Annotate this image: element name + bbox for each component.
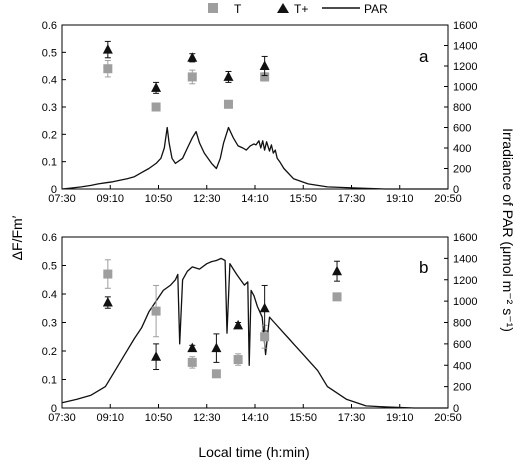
panel-a-y-right-tick-label: 800 [453,102,471,114]
panel-a-tplus-point [223,71,234,81]
panel-b-x-tick-label: 07:30 [48,412,76,424]
panel-b-t-point [151,306,161,316]
panel-a-x-tick-label: 17:30 [338,193,366,205]
panel-b-x-tick-label: 09:10 [96,412,124,424]
panel-b-y-right-tick-label: 200 [453,382,471,394]
panel-b-y-left-tick-label: 0.2 [42,346,57,358]
panel-a-y-right-tick-label: 0 [453,184,459,196]
panel-b-par-line [61,257,448,409]
panel-a-t-point [187,72,197,82]
panel-b-y-right-tick-label: 400 [453,360,471,372]
panel-b-t-point [233,355,243,365]
panel-a-x-tick-label: 20:50 [434,193,462,205]
panel-b-x-tick-label: 17:30 [338,412,366,424]
panel-a-tplus-point [259,60,270,70]
panel-b-y-right-tick-label: 1000 [453,296,477,308]
legend-t-marker [208,3,218,13]
panel-b-x-tick-label: 19:10 [386,412,414,424]
panel-a-y-right-tick-label: 600 [453,123,471,135]
panel-a-t-point [103,64,113,74]
panel-b-tplus-point [259,302,270,313]
panel-a-y-right-tick-label: 200 [453,164,471,176]
panel-a-x-tick-label: 09:10 [96,193,124,205]
panel-a-letter: a [419,47,429,66]
panel-a-tplus-point [187,52,198,62]
legend-par-label: PAR [364,2,388,16]
y-right-axis-title: Irradiance of PAR (μmol m⁻² s⁻¹) [500,128,516,332]
panel-a-y-right-tick-label: 1400 [453,41,477,53]
panel-a-x-tick-label: 10:50 [145,193,173,205]
legend-t-label: T [234,2,242,16]
y-left-axis-title: ΔF/Fm′ [9,215,25,260]
panel-b-y-right-tick-label: 600 [453,339,471,351]
panel-b-x-tick-label: 15:50 [289,412,317,424]
panel-b-letter: b [419,258,428,277]
panel-a-x-tick-label: 07:30 [48,193,76,205]
legend: T T+ PAR [208,2,388,16]
panel-b-t-point [187,357,197,367]
panel-a-t-point [223,99,233,109]
panel-a-tplus-point [102,44,113,54]
panel-b-tplus-point [102,297,113,307]
panel-a-t-point [151,102,161,112]
panel-b-tplus-point [151,351,162,361]
panel-a-y-right-tick-label: 1000 [453,82,477,94]
panel-a-y-right-tick-label: 1600 [453,20,477,32]
x-axis-title: Local time (h:min) [198,444,309,460]
panel-b-y-right-tick-label: 1200 [453,275,477,287]
panel-a-par-line [61,126,448,190]
panel-b-y-right-tick-label: 1400 [453,253,477,265]
panel-b-y-left-tick-label: 0.1 [42,375,57,387]
panel-a: 07:30 09:10 10:50 12:30 14:10 15:50 17:30 19:10… [42,20,478,205]
legend-tplus-label: T+ [294,2,308,16]
panel-a-y-left-tick-label: 0.2 [42,129,57,141]
panel-a-x-tick-label: 12:30 [193,193,221,205]
panel-b-plot-frame [61,236,449,409]
panel-b-t-point [332,292,342,302]
panel-b-t-point [103,269,113,279]
panel-a-y-left-tick-label: 0.1 [42,157,57,169]
panel-b-x-tick-label: 14:10 [241,412,269,424]
panel-a-y-right-tick-label: 400 [453,143,471,155]
panel-a-y-right-tick-label: 1200 [453,61,477,73]
panel-b-x-tick-label: 20:50 [434,412,462,424]
panel-a-x-tick-label: 15:50 [289,193,317,205]
panel-b-t-point [260,332,270,342]
panel-a-x-tick-label: 19:10 [386,193,414,205]
panel-a-tplus-point [151,82,162,92]
panel-b-x-tick-label: 10:50 [145,412,173,424]
panel-b-tplus-point [332,265,343,276]
panel-b-tplus-point [187,342,198,353]
panel-b-y-right-tick-label: 0 [453,403,459,415]
panel-b-y-left-tick-label: 0.6 [42,232,57,244]
panel-a-t-point [260,72,270,82]
panel-a-y-left-tick-label: 0.5 [42,47,57,59]
panel-a-plot-frame [61,24,449,190]
panel-b-y-left-tick-label: 0.3 [42,318,57,330]
panel-a-y-left-tick-label: 0.6 [42,20,57,32]
panel-b-y-left-tick-label: 0.5 [42,261,57,273]
panel-b-y-left-tick-label: 0 [51,403,57,415]
panel-b-y-right-tick-label: 800 [453,318,471,330]
panel-b-t-point [211,369,221,379]
panel-b-y-right-tick-label: 1600 [453,232,477,244]
panel-b-tplus-point [233,319,244,330]
panel-a-y-left-tick-label: 0.3 [42,102,57,114]
legend-tplus-marker [277,3,289,13]
panel-a-x-tick-label: 14:10 [241,193,269,205]
panel-b: 07:30 09:10 10:50 12:30 14:10 15:50 17:30 19:10… [42,232,478,424]
panel-b-y-left-tick-label: 0.4 [42,289,57,301]
panel-b-x-tick-label: 12:30 [193,412,221,424]
panel-a-y-left-tick-label: 0.4 [42,75,57,87]
panel-b-tplus-point [211,342,222,353]
panel-a-y-left-tick-label: 0 [51,184,57,196]
